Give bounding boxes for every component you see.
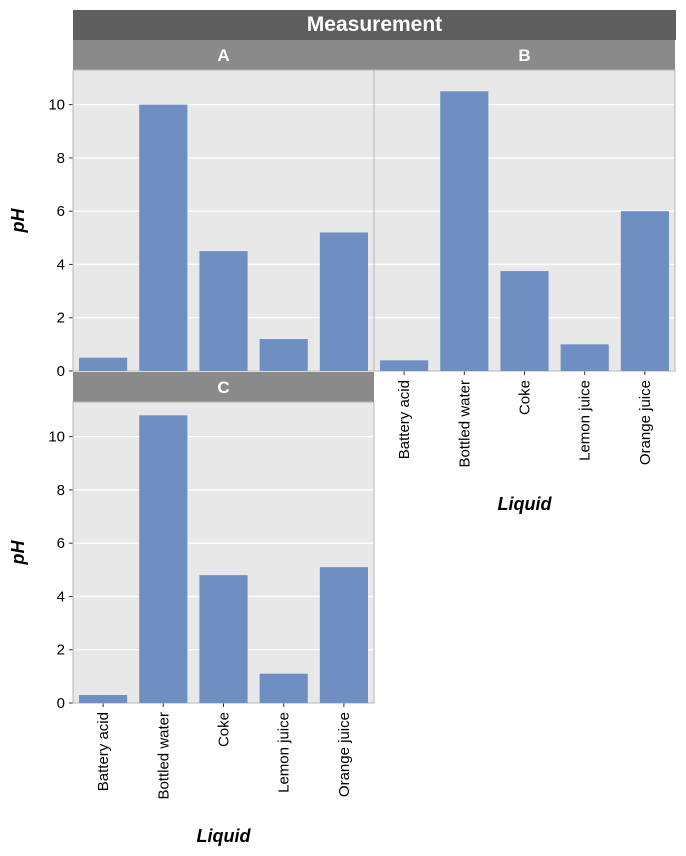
bar — [259, 673, 308, 703]
bar — [139, 104, 188, 371]
facet-strip-label: C — [217, 378, 229, 397]
y-tick-label: 10 — [48, 97, 65, 114]
x-tick-label: Lemon juice — [577, 380, 594, 461]
facet-strip-label: B — [518, 46, 530, 65]
x-axis-title: Liquid — [498, 494, 553, 514]
x-axis-title: Liquid — [197, 826, 252, 846]
x-tick-label: Battery acid — [396, 380, 413, 459]
y-tick-label: 4 — [57, 256, 65, 273]
x-tick-label: Battery acid — [95, 712, 112, 791]
bar — [79, 695, 128, 703]
x-tick-label: Coke — [216, 712, 233, 747]
x-tick-label: Lemon juice — [276, 712, 293, 793]
bar — [199, 251, 248, 371]
bar — [139, 415, 188, 703]
bar — [319, 232, 368, 371]
y-tick-label: 10 — [48, 429, 65, 446]
y-tick-label: 8 — [57, 150, 65, 167]
y-tick-label: 4 — [57, 588, 65, 605]
facet-strip — [374, 40, 675, 70]
y-tick-label: 0 — [57, 695, 65, 712]
x-tick-label: Bottled water — [456, 380, 473, 468]
bar — [560, 344, 609, 371]
x-tick-label: Orange juice — [336, 712, 353, 797]
x-tick-label: Coke — [517, 380, 534, 415]
bar — [259, 339, 308, 371]
y-tick-label: 2 — [57, 642, 65, 659]
bar — [380, 360, 429, 371]
title-strip — [73, 10, 676, 40]
x-tick-label: Orange juice — [637, 380, 654, 465]
facet-strip-label: A — [217, 46, 229, 65]
y-tick-label: 2 — [57, 310, 65, 327]
bar — [199, 575, 248, 703]
chart-title: Measurement — [307, 13, 442, 36]
y-axis-title: pH — [8, 540, 28, 566]
bar — [500, 271, 549, 371]
bar — [440, 91, 489, 371]
facet-strip — [73, 372, 374, 402]
bar — [319, 567, 368, 703]
facet-strip — [73, 40, 374, 70]
y-tick-label: 6 — [57, 203, 65, 220]
y-tick-label: 8 — [57, 482, 65, 499]
y-tick-label: 6 — [57, 535, 65, 552]
bar — [620, 211, 669, 371]
x-tick-label: Bottled water — [155, 712, 172, 800]
bar — [79, 357, 128, 371]
y-tick-label: 0 — [57, 363, 65, 380]
y-axis-title: pH — [8, 208, 28, 234]
